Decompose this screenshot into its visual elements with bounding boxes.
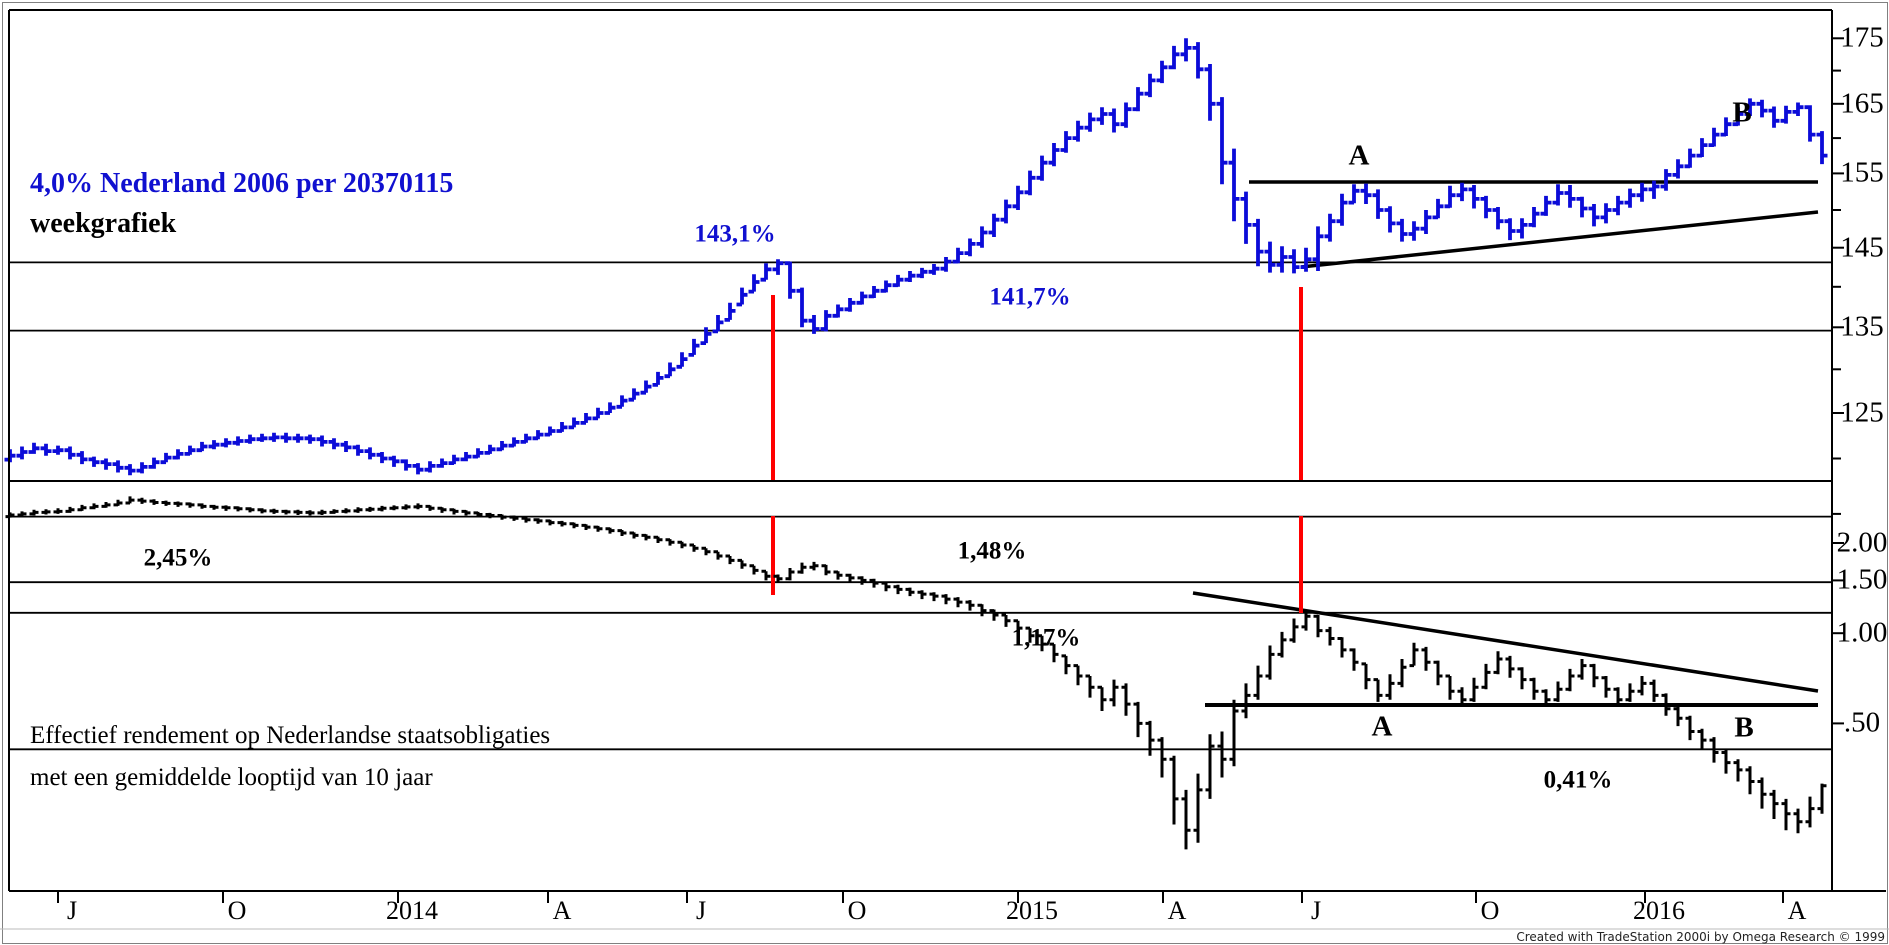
x-axis-label-8-J: J <box>1310 896 1322 925</box>
price-label-A: A <box>1348 139 1370 172</box>
y-axis-label-125: 125 <box>1840 396 1884 429</box>
yield-note-block: Effectief rendement op Nederlandse staat… <box>30 722 550 792</box>
instrument-title: 4,0% Nederland 2006 per 20370115 <box>30 168 454 199</box>
price-bars <box>4 38 1828 476</box>
x-axis-label-10-2016: 2016 <box>1633 896 1685 925</box>
yield-label-B: B <box>1734 711 1754 744</box>
price-level-141-7: 141,7% <box>989 283 1071 311</box>
price-rising-support <box>1300 210 1819 269</box>
omega-research-credit: Created with TradeStation 2000i by Omega… <box>1516 930 1885 944</box>
y-axis-label-1.50: 1.50 <box>1836 563 1888 596</box>
y-axis-label-165: 165 <box>1840 87 1884 120</box>
yield-note-line2: met een gemiddelde looptijd van 10 jaar <box>30 764 433 791</box>
x-axis-label-4-J: J <box>695 896 707 925</box>
timeframe-subtitle: weekgrafiek <box>30 208 177 239</box>
price-level-143-1: 143,1% <box>694 220 776 248</box>
x-axis-label-1-O: O <box>227 896 247 925</box>
x-axis-label-6-2015: 2015 <box>1006 896 1058 925</box>
y-axis-label-.50: .50 <box>1843 706 1881 739</box>
y-axis-label-135: 135 <box>1840 310 1884 343</box>
title-block: 4,0% Nederland 2006 per 20370115 weekgra… <box>30 168 453 240</box>
y-axis-label-145: 145 <box>1840 231 1884 264</box>
x-axis-label-3-A: A <box>552 896 572 925</box>
y-axis-label-2.00: 2.00 <box>1836 526 1888 559</box>
y-axis-label-175: 175 <box>1840 21 1884 54</box>
yield-level-2-45: 2,45% <box>143 544 213 572</box>
x-axis-label-5-O: O <box>847 896 867 925</box>
yield-level-0-41: 0,41% <box>1543 766 1613 794</box>
x-axis-label-11-A: A <box>1787 896 1807 925</box>
y-axis-label-155: 155 <box>1840 156 1884 189</box>
yield-level-1-17: 1,17% <box>1011 624 1081 652</box>
yield-bars <box>5 496 1827 850</box>
yield-note-line1: Effectief rendement op Nederlandse staat… <box>30 722 551 749</box>
x-axis-label-0-J: J <box>66 896 78 925</box>
x-axis-label-2-2014: 2014 <box>386 896 438 925</box>
x-axis-label-9-O: O <box>1480 896 1500 925</box>
yield-descending-resistance <box>1192 591 1819 693</box>
yield-level-1-48: 1,48% <box>957 537 1027 565</box>
yield-label-A: A <box>1371 710 1393 743</box>
price-label-B: B <box>1732 96 1752 129</box>
y-axis-label-1.00: 1.00 <box>1836 616 1888 649</box>
x-axis-label-7-A: A <box>1167 896 1187 925</box>
